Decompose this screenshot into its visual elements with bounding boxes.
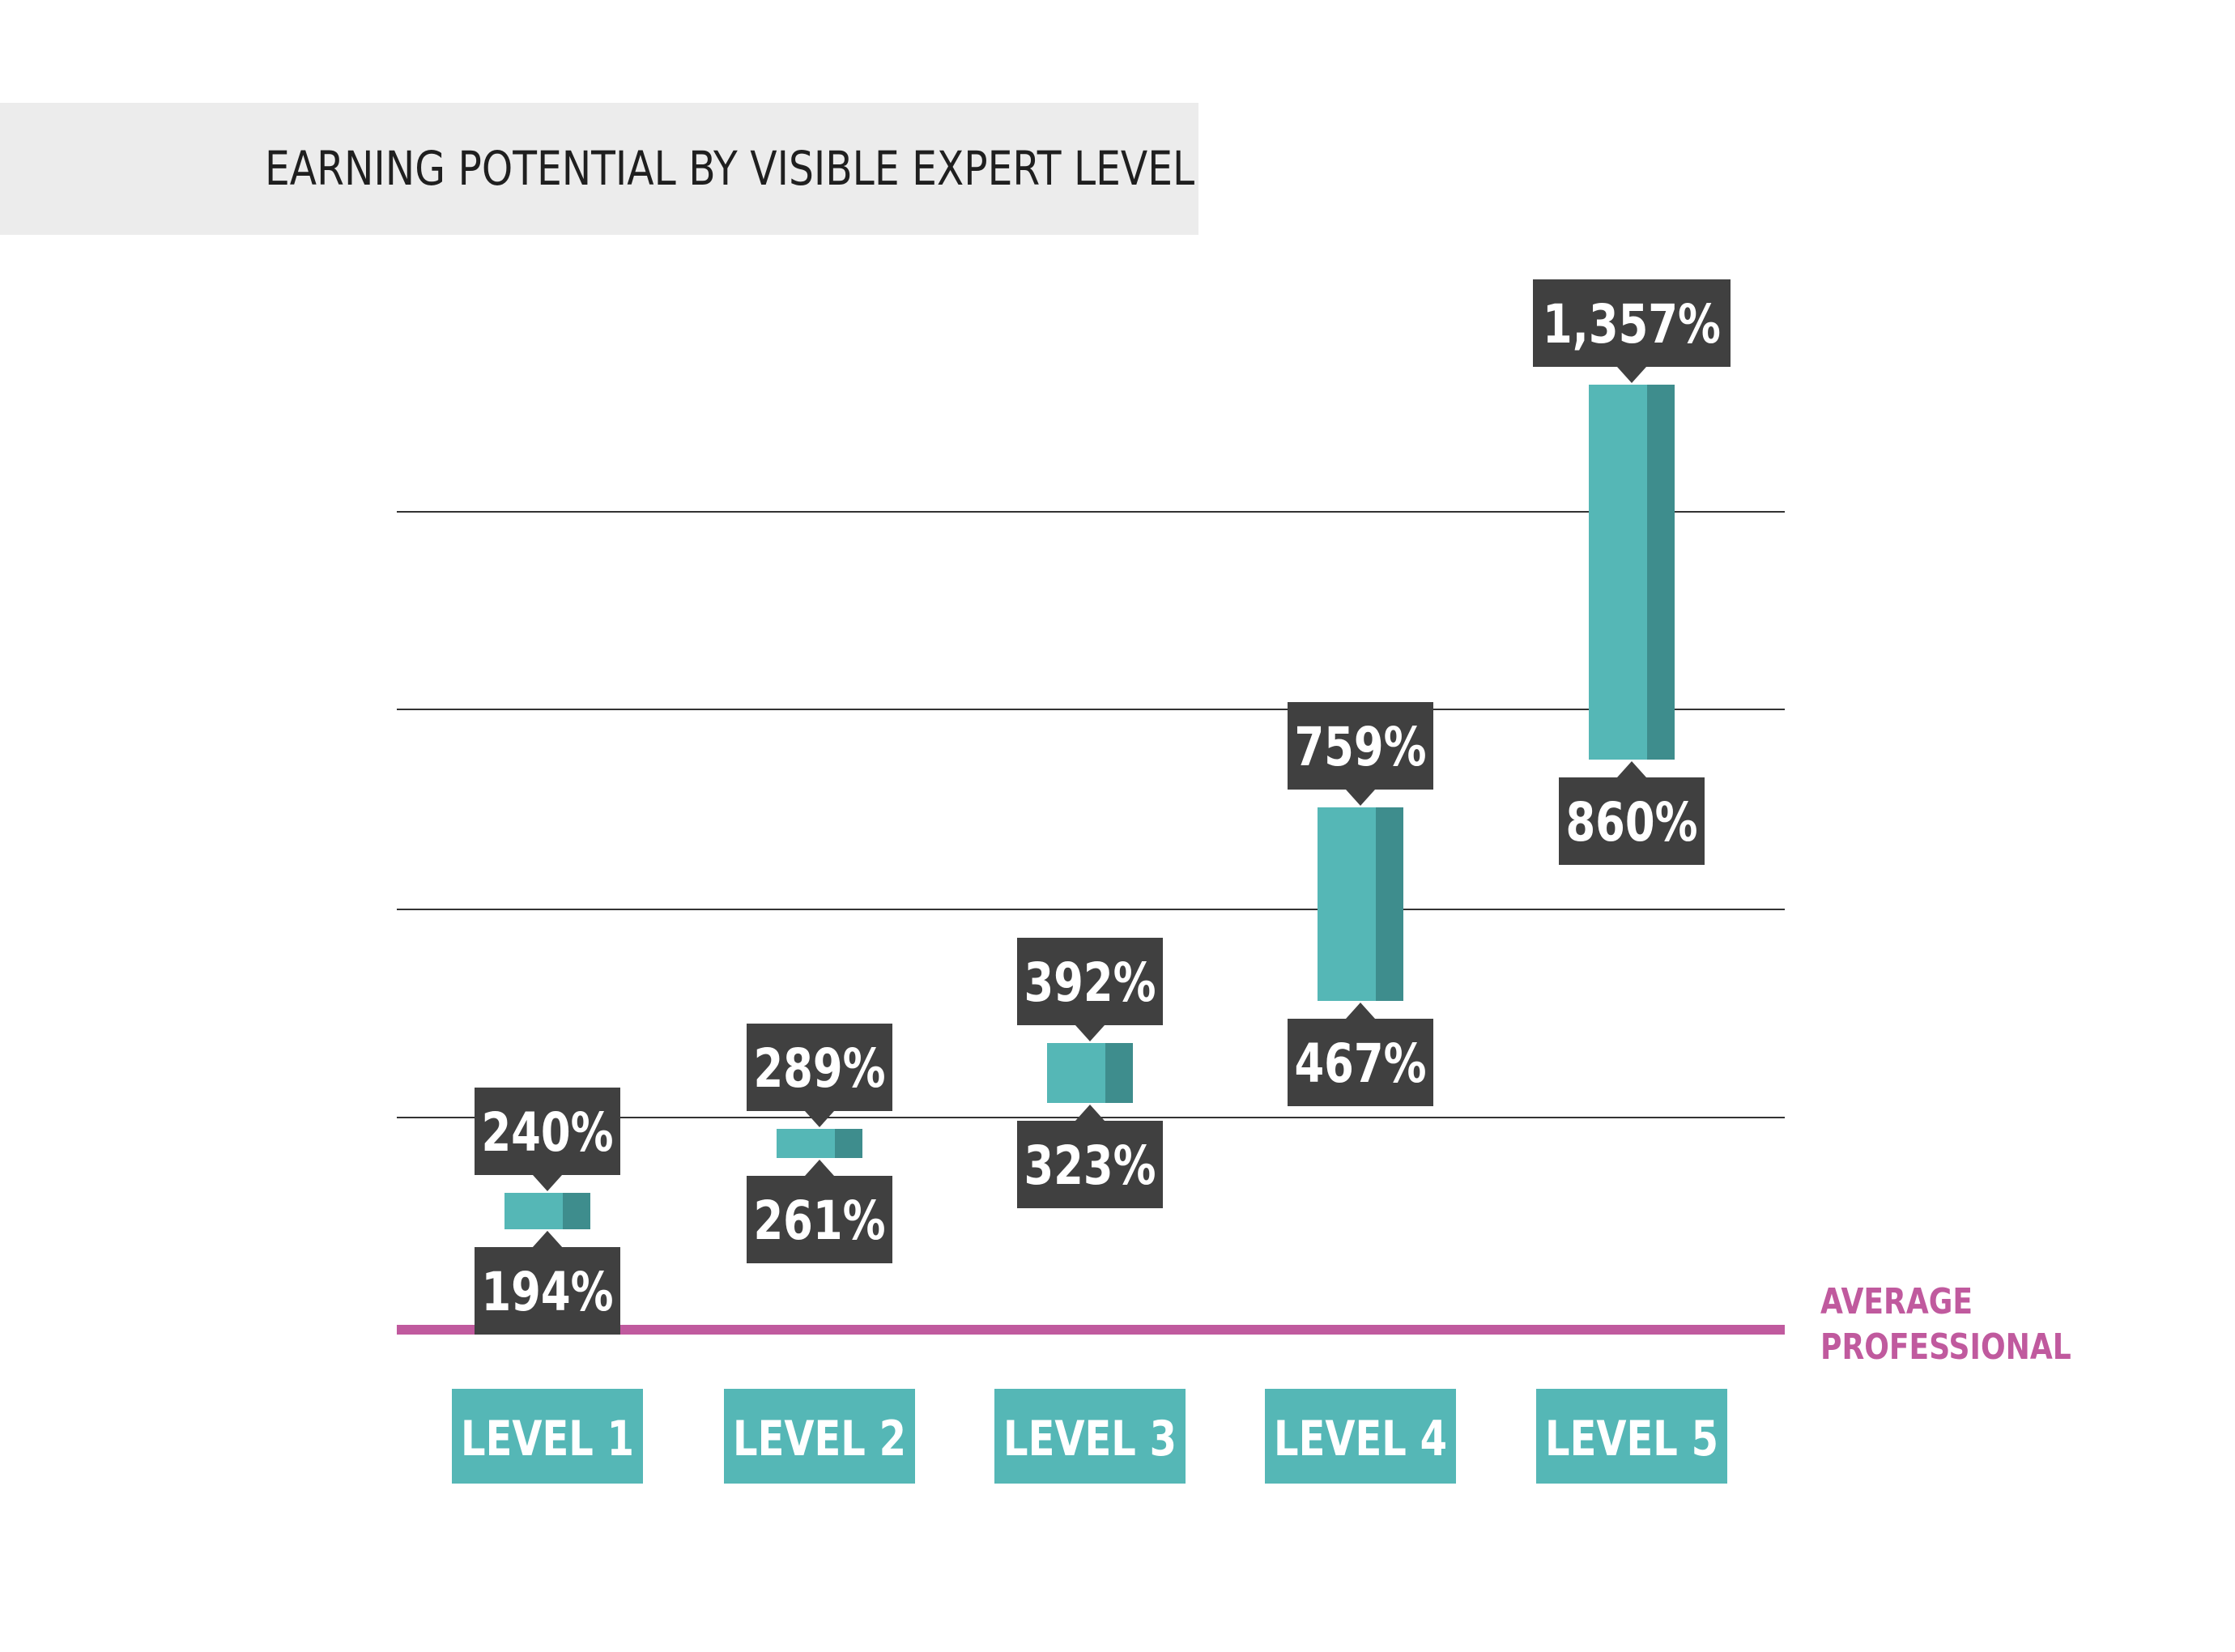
bar-2: [777, 1129, 835, 1158]
low-label-level-5: 860%: [1565, 792, 1697, 854]
low-label-level-5-pointer: [1617, 761, 1646, 777]
high-label-level-3-box: [1017, 938, 1163, 1025]
low-label-level-2-pointer: [805, 1160, 834, 1176]
high-label-level-2-box: [747, 1024, 892, 1111]
low-label-level-1-front-box: [475, 1247, 620, 1335]
high-label-level-2-pointer: [805, 1111, 834, 1127]
low-label-level-3-pointer: [1075, 1105, 1105, 1121]
low-label-level-4-box: [1288, 1019, 1433, 1106]
bar-5: [1589, 385, 1647, 760]
high-label-level-5: 1,357%: [1543, 294, 1721, 356]
average-label-line-1: AVERAGE: [1820, 1281, 1973, 1322]
low-label-level-3: 323%: [1024, 1135, 1156, 1197]
level-label-3: LEVEL 3: [1003, 1411, 1177, 1467]
high-label-level-1-pointer: [533, 1175, 562, 1191]
low-label-level-5-box: [1559, 777, 1705, 865]
level-box-4: [1265, 1389, 1456, 1484]
high-label-level-3: 392%: [1024, 952, 1156, 1014]
bar-4: [1318, 807, 1376, 1001]
bar-2-side: [835, 1129, 862, 1158]
level-label-1: LEVEL 1: [461, 1411, 634, 1467]
level-label-4: LEVEL 4: [1274, 1411, 1447, 1467]
high-label-level-1: 240%: [481, 1102, 613, 1164]
low-label-level-2: 261%: [753, 1190, 885, 1252]
level-box-1: [452, 1389, 643, 1484]
high-label-level-2: 289%: [753, 1038, 885, 1100]
low-label-level-1-front-pointer: [533, 1231, 562, 1247]
chart-title: EARNING POTENTIAL BY VISIBLE EXPERT LEVE…: [265, 141, 1195, 196]
high-label-level-1-box: [475, 1088, 620, 1175]
level-box-3: [994, 1389, 1186, 1484]
level-label-2: LEVEL 2: [733, 1411, 906, 1467]
bar-3-side: [1105, 1043, 1133, 1103]
level-box-5: [1536, 1389, 1727, 1484]
bar-4-side: [1376, 807, 1403, 1001]
high-label-level-3-pointer: [1075, 1025, 1105, 1041]
bar-1-side: [563, 1193, 590, 1229]
level-box-2: [724, 1389, 915, 1484]
low-label-level-4: 467%: [1294, 1033, 1426, 1095]
bar-1: [504, 1193, 563, 1229]
bar-5-side: [1647, 385, 1675, 760]
low-label-level-2-box: [747, 1176, 892, 1263]
bar-3: [1047, 1043, 1105, 1103]
low-label-level-4-pointer: [1346, 1003, 1375, 1019]
low-label-level-1-front: 194%: [481, 1262, 613, 1323]
level-label-5: LEVEL 5: [1545, 1411, 1718, 1467]
high-label-level-4: 759%: [1294, 717, 1426, 778]
average-professional-label: AVERAGE PROFESSIONAL: [1820, 1279, 2071, 1370]
high-label-level-4-box: [1288, 702, 1433, 790]
high-label-level-5-box: [1533, 279, 1731, 367]
title-band: [0, 103, 1198, 235]
high-label-level-4-pointer: [1346, 790, 1375, 806]
average-label-line-2: PROFESSIONAL: [1820, 1326, 2071, 1368]
low-label-level-3-box: [1017, 1121, 1163, 1208]
high-label-level-5-pointer: [1617, 367, 1646, 383]
